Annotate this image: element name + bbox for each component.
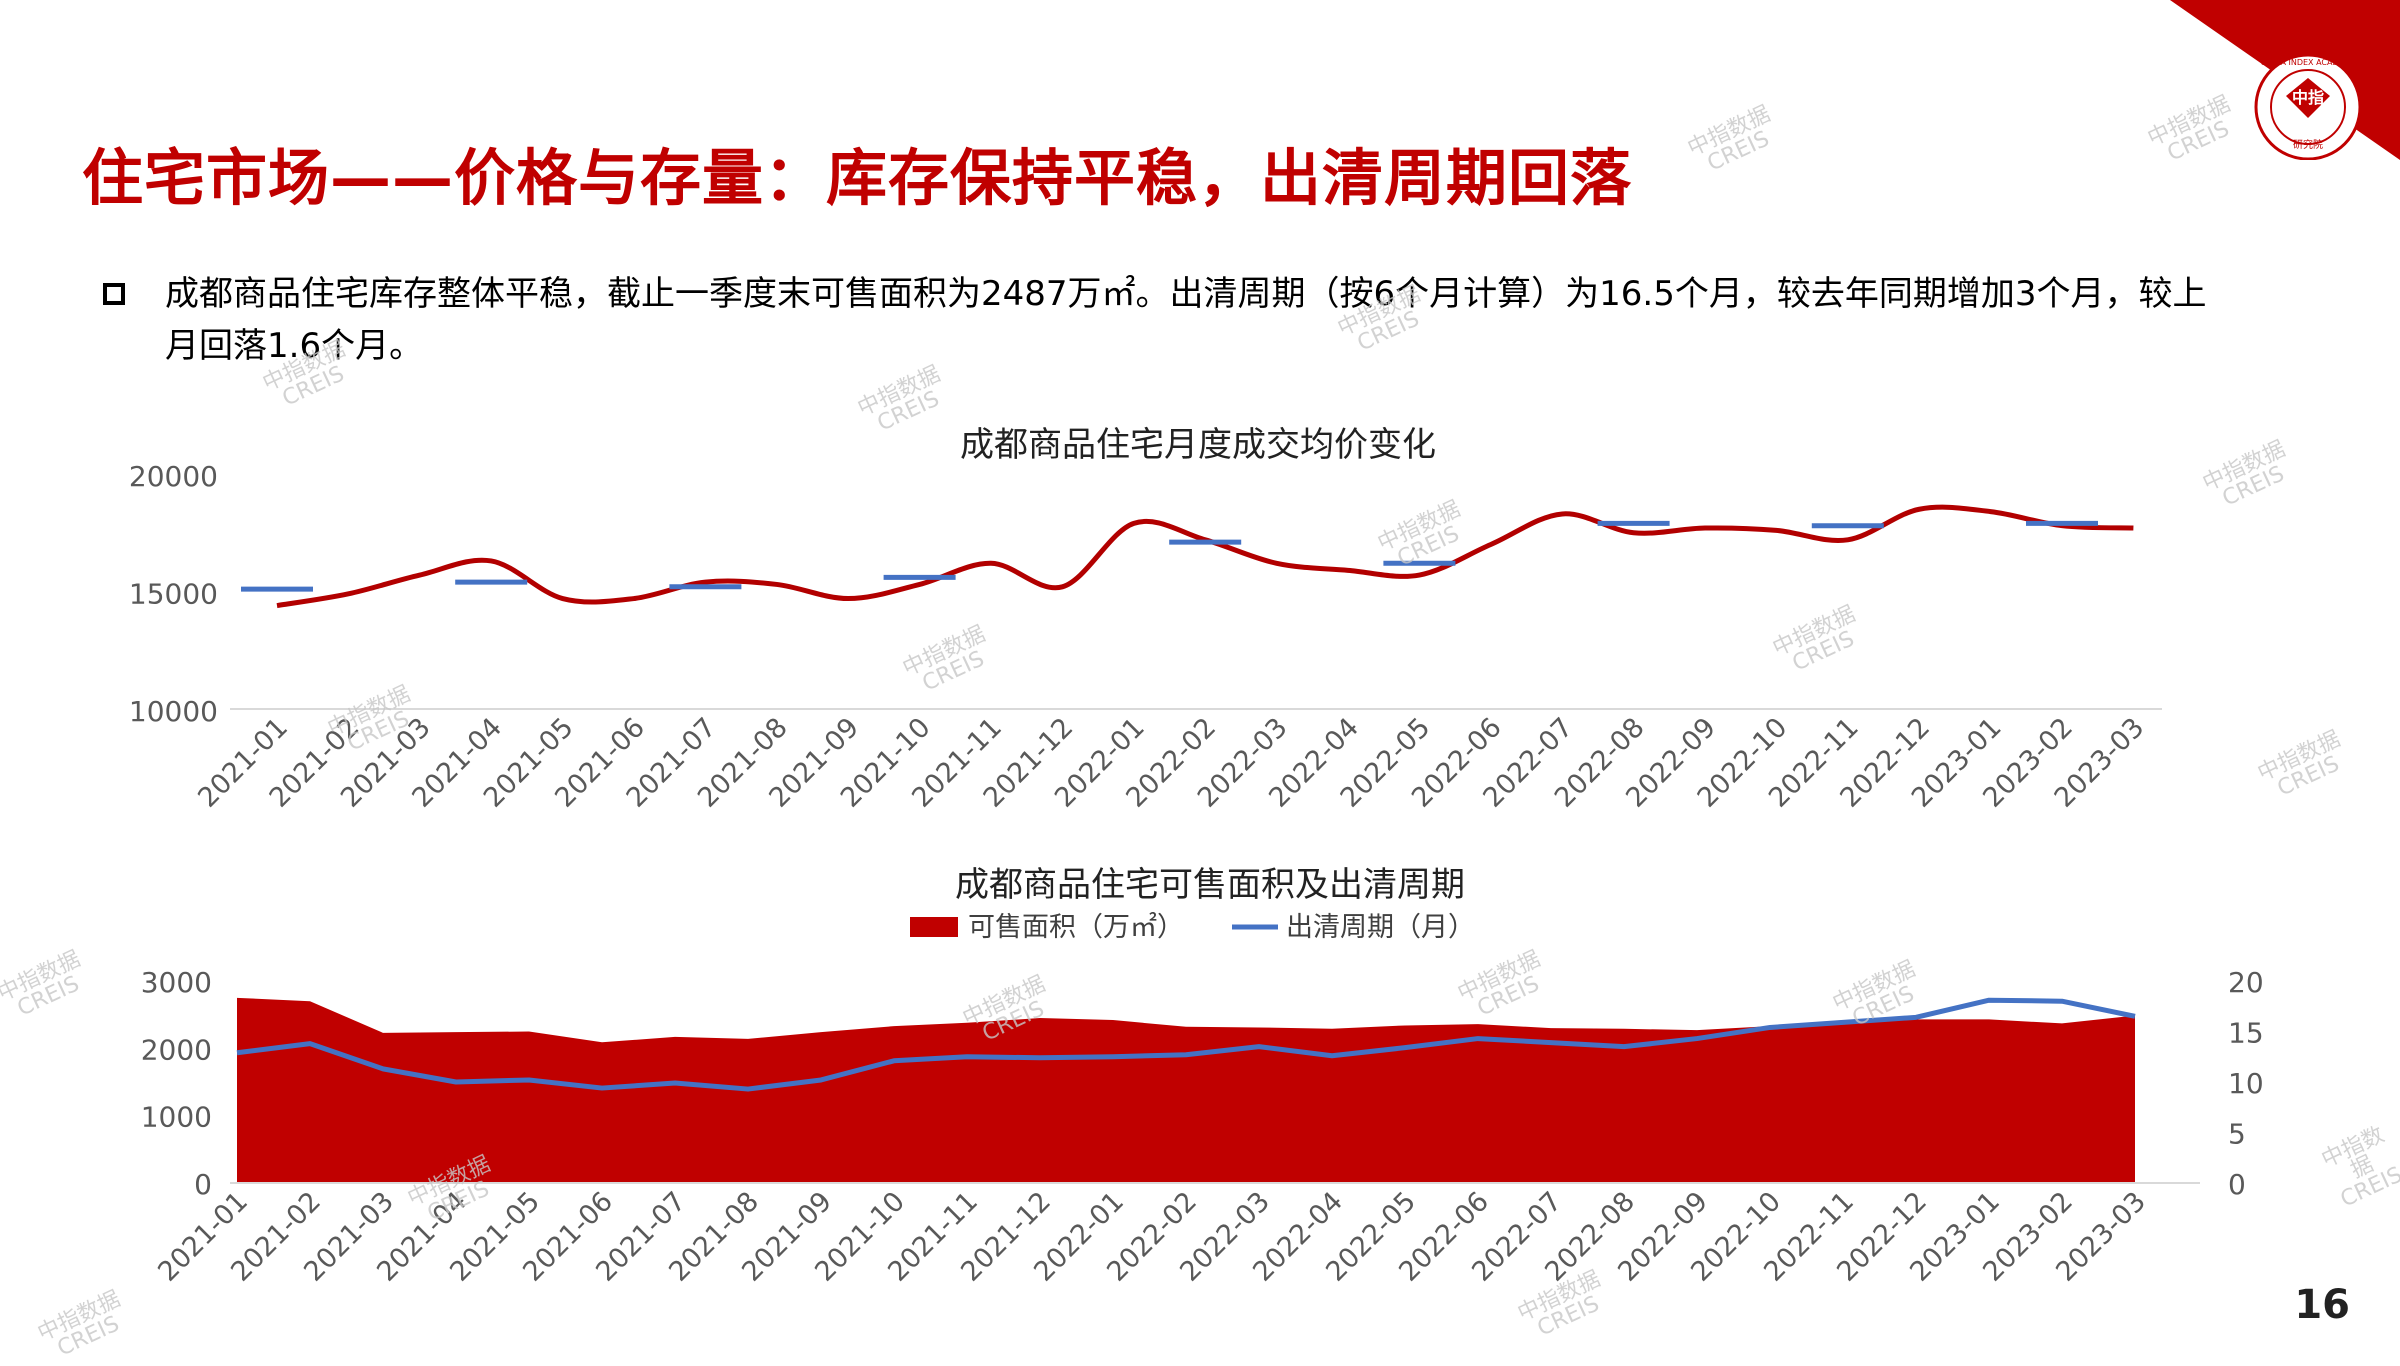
page-number: 16 <box>2294 1282 2350 1328</box>
logo-text: 中指 <box>2292 88 2324 107</box>
price-line <box>276 504 2134 609</box>
price-line-chart: 2000015000100002021-012021-022021-032021… <box>129 460 2162 814</box>
y-tick-label: 20000 <box>129 460 218 493</box>
clearance-period-line <box>236 997 2136 1092</box>
y-tick-label: 15000 <box>129 578 218 611</box>
bullet-square-icon <box>103 283 125 305</box>
price-chart-title: 成都商品住宅月度成交均价变化 <box>960 425 1436 465</box>
logo-bottom-text: 研究院 <box>2293 138 2323 151</box>
page-title: 住宅市场——价格与存量：库存保持平稳，出清周期回落 <box>82 143 1633 214</box>
y-right-tick-label: 20 <box>2228 966 2264 999</box>
bullet-text: 成都商品住宅库存整体平稳，截止一季度末可售面积为2487万㎡。出清周期（按6个月… <box>165 274 2207 366</box>
watermark: 中指数据 CREIS <box>1683 101 1775 177</box>
logo-ring-text: CHINA INDEX ACADEMY <box>2261 58 2356 67</box>
y-left-tick-label: 3000 <box>141 966 212 999</box>
corner-logo: 中指 研究院 CHINA INDEX ACADEMY <box>2170 0 2400 160</box>
y-right-tick-label: 5 <box>2228 1118 2246 1151</box>
y-right-tick-label: 10 <box>2228 1067 2264 1100</box>
inventory-area-chart: 可售面积（万㎡） 出清周期（月）3000200010000201510502021… <box>141 912 2264 1288</box>
stock-chart-title: 成都商品住宅可售面积及出清周期 <box>955 865 1465 905</box>
legend-label-line: 出清周期（月） <box>1286 912 1475 943</box>
y-left-tick-label: 0 <box>194 1168 212 1201</box>
watermark: 中指数据 CREIS <box>853 361 945 437</box>
legend-label-area: 可售面积（万㎡） <box>968 912 1184 943</box>
y-tick-label: 10000 <box>129 695 218 728</box>
legend-swatch-area <box>910 917 958 937</box>
y-left-tick-label: 2000 <box>141 1033 212 1066</box>
y-left-tick-label: 1000 <box>141 1101 212 1134</box>
y-right-tick-label: 0 <box>2228 1168 2246 1201</box>
y-right-tick-label: 15 <box>2228 1017 2264 1050</box>
